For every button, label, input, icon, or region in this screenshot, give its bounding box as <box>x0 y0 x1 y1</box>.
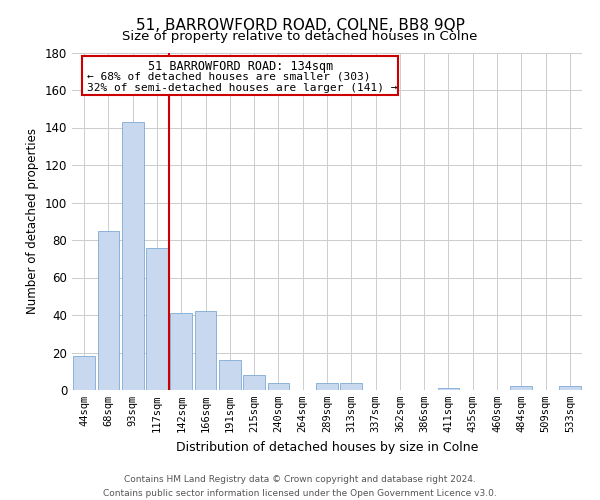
Bar <box>194 311 217 390</box>
Text: 32% of semi-detached houses are larger (141) →: 32% of semi-detached houses are larger (… <box>88 83 398 93</box>
Bar <box>268 382 289 390</box>
Bar <box>146 248 168 390</box>
Text: 51, BARROWFORD ROAD, COLNE, BB8 9QP: 51, BARROWFORD ROAD, COLNE, BB8 9QP <box>136 18 464 32</box>
Bar <box>316 382 338 390</box>
Bar <box>340 382 362 390</box>
Bar <box>122 122 143 390</box>
Bar <box>219 360 241 390</box>
Bar <box>170 313 192 390</box>
Bar <box>243 375 265 390</box>
Text: 51 BARROWFORD ROAD: 134sqm: 51 BARROWFORD ROAD: 134sqm <box>148 60 333 73</box>
Bar <box>511 386 532 390</box>
FancyBboxPatch shape <box>82 56 398 94</box>
Text: Contains HM Land Registry data © Crown copyright and database right 2024.
Contai: Contains HM Land Registry data © Crown c… <box>103 476 497 498</box>
Bar <box>97 230 119 390</box>
Bar <box>437 388 460 390</box>
Bar <box>559 386 581 390</box>
Bar <box>73 356 95 390</box>
X-axis label: Distribution of detached houses by size in Colne: Distribution of detached houses by size … <box>176 440 478 454</box>
Text: Size of property relative to detached houses in Colne: Size of property relative to detached ho… <box>122 30 478 43</box>
Y-axis label: Number of detached properties: Number of detached properties <box>26 128 39 314</box>
Text: ← 68% of detached houses are smaller (303): ← 68% of detached houses are smaller (30… <box>88 71 371 81</box>
